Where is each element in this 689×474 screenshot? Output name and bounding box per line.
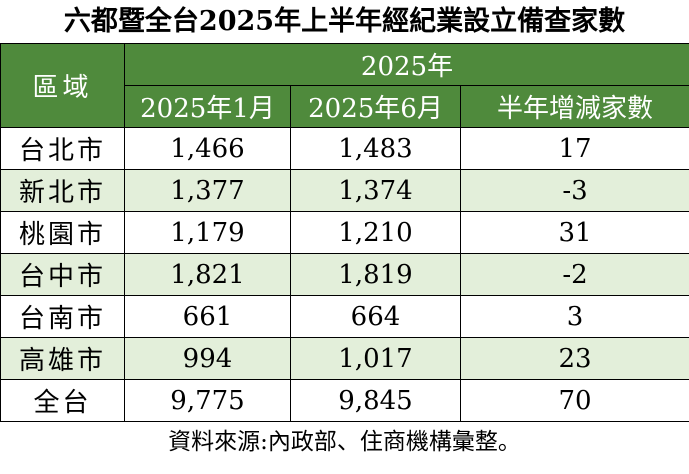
change-cell: 70 [459,379,689,422]
jan-header: 2025年1月 [124,85,291,128]
change-cell: 3 [459,295,689,338]
table-row: 台北市 1,466 1,483 17 [0,127,689,170]
jun-cell: 1,374 [290,169,461,212]
jun-cell: 9,845 [290,379,461,422]
jan-cell: 1,179 [124,211,291,254]
jun-cell: 1,819 [290,253,461,296]
region-cell: 台中市 [0,253,125,296]
jun-cell: 1,017 [290,337,461,380]
document-title: 六都暨全台2025年上半年經紀業設立備查家數 [63,6,626,37]
jan-cell: 1,377 [124,169,291,212]
change-cell: 23 [459,337,689,380]
region-cell: 高雄市 [0,337,125,380]
jan-cell: 994 [124,337,291,380]
region-cell: 桃園市 [0,211,125,254]
jan-cell: 9,775 [124,379,291,422]
region-cell: 新北市 [0,169,125,212]
region-header: 區域 [0,43,125,128]
stats-table: 區域 2025年 2025年1月 2025年6月 半年增減家數 台北市 1,46… [0,43,689,422]
table-row: 新北市 1,377 1,374 -3 [0,169,689,212]
jan-cell: 1,821 [124,253,291,296]
region-cell: 台北市 [0,127,125,170]
change-cell: 31 [459,211,689,254]
table-row: 高雄市 994 1,017 23 [0,337,689,380]
header-row-top: 區域 2025年 [0,43,689,128]
change-cell: -2 [459,253,689,296]
change-cell: 17 [459,127,689,170]
header-row-sub: 2025年1月 2025年6月 半年增減家數 [1,85,689,128]
table-row: 台南市 661 664 3 [0,295,689,338]
table-row-total: 全台 9,775 9,845 70 [0,379,689,422]
table-row: 台中市 1,821 1,819 -2 [0,253,689,296]
jun-cell: 1,483 [290,127,461,170]
region-cell: 台南市 [0,295,125,338]
change-header: 半年增減家數 [459,85,689,128]
source-note: 資料來源:內政部、住商機構彙整。 [168,429,521,455]
jun-cell: 1,210 [290,211,461,254]
jan-cell: 1,466 [124,127,291,170]
jun-cell: 664 [290,295,461,338]
year-header: 2025年 [123,43,689,86]
jan-cell: 661 [124,295,291,338]
region-cell: 全台 [0,379,125,422]
change-cell: -3 [459,169,689,212]
jun-header: 2025年6月 [290,85,461,128]
table-row: 桃園市 1,179 1,210 31 [0,211,689,254]
